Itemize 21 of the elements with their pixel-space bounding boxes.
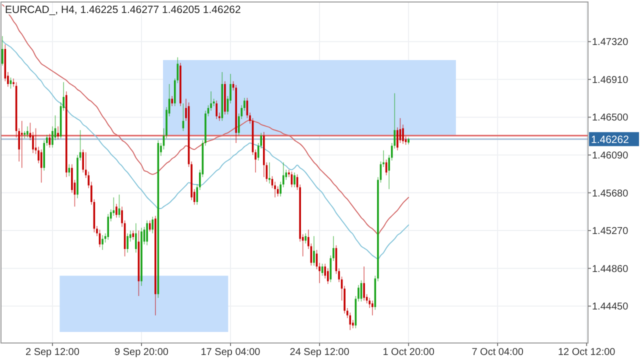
x-tick-label: 17 Sep 04:00 [200, 347, 261, 358]
x-tick-label: 1 Oct 20:00 [382, 347, 435, 358]
x-tick-label: 24 Sep 12:00 [290, 347, 350, 358]
x-tick-label: 12 Oct 12:00 [558, 347, 616, 358]
candlestick [12, 78, 14, 88]
candlestick [218, 112, 220, 122]
candlestick [24, 130, 26, 139]
y-tick-label: 1.44860 [592, 264, 629, 275]
line-series [2, 40, 410, 260]
x-tick-label: 7 Oct 04:00 [472, 347, 524, 358]
y-tick-label: 1.46090 [592, 150, 629, 162]
y-tick-label: 1.46910 [592, 74, 629, 86]
x-tick-label: 2 Sep 12:00 [26, 347, 80, 358]
candlestick [288, 169, 290, 178]
y-tick-label: 1.45270 [592, 226, 629, 238]
y-tick-label: 1.45680 [592, 188, 629, 200]
y-tick-label: 1.47320 [592, 37, 629, 48]
y-tick-label: 1.44450 [592, 302, 629, 313]
y-tick-label: 1.46500 [592, 112, 629, 124]
ref-line-label: 1.46262 [591, 134, 630, 146]
x-tick-label: 9 Sep 20:00 [114, 347, 169, 358]
